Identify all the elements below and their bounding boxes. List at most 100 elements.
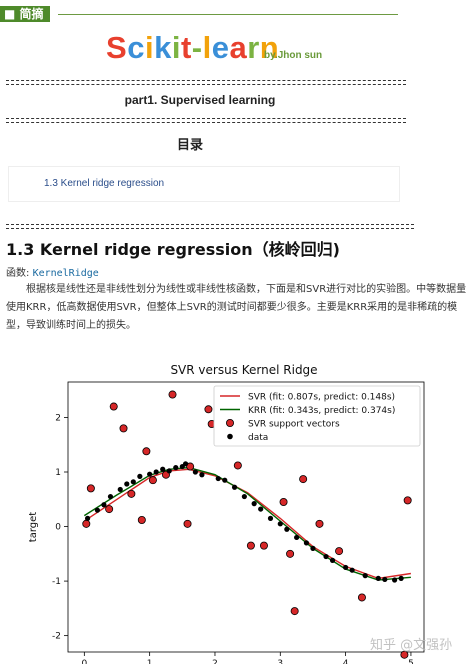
legend-label: SVR support vectors — [248, 420, 340, 430]
support-vector-point — [137, 515, 146, 524]
title-letter: k — [154, 30, 172, 65]
title-letter: l — [202, 30, 212, 65]
title-letter: a — [229, 30, 248, 65]
data-point — [303, 540, 310, 546]
data-point — [222, 477, 228, 483]
support-vector-point — [82, 519, 91, 528]
x-tick-label: 3 — [277, 659, 283, 664]
divider — [6, 80, 406, 81]
support-vector-point — [315, 519, 324, 528]
divider — [6, 118, 406, 119]
data-point — [258, 506, 264, 512]
function-link[interactable]: KernelRidge — [32, 268, 99, 279]
support-vector-point — [204, 405, 213, 414]
legend-box — [213, 385, 421, 447]
y-tick-label: -2 — [52, 632, 61, 642]
data-point — [182, 461, 189, 467]
part-heading: part1. Supervised learning — [124, 93, 276, 107]
data-point — [137, 473, 143, 479]
legend-swatch — [227, 433, 233, 440]
support-vector-point — [109, 402, 118, 411]
section-paragraph: 根据核是线性还是非线性划分为线性或非线性核函数，下面是和SVR进行对比的实验图。… — [6, 284, 467, 331]
title-letter: S — [106, 30, 128, 65]
data-point — [231, 484, 238, 490]
data-point — [130, 479, 136, 485]
data-point — [94, 507, 100, 513]
support-vector-point — [86, 484, 95, 493]
title-letter: - — [191, 30, 203, 65]
title-letter: t — [180, 30, 192, 65]
data-point — [382, 576, 388, 583]
bookmark-icon: ■ — [4, 7, 16, 21]
divider — [6, 122, 406, 123]
data-point — [199, 472, 205, 478]
x-tick-label: 1 — [147, 659, 153, 664]
chart-legend: SVR (fit: 0.807s, predict: 0.148s) KRR (f… — [213, 385, 421, 447]
legend-label: SVR (fit: 0.807s, predict: 0.148s) — [248, 393, 395, 403]
chart-title: SVR versus Kernel Ridge — [170, 363, 317, 377]
title-letter: r — [247, 30, 260, 65]
title-letter: e — [211, 30, 230, 65]
scatter-points — [82, 390, 412, 659]
support-vector-point — [186, 462, 195, 471]
y-tick-label: 1 — [55, 468, 61, 478]
data-point — [267, 515, 274, 521]
support-vector-point — [148, 476, 157, 485]
legend-label: data — [248, 433, 268, 443]
support-vector-point — [357, 593, 366, 602]
support-vector-point — [290, 607, 299, 616]
legend-swatch — [225, 419, 234, 428]
y-tick-label: 0 — [55, 523, 61, 533]
data-point — [277, 521, 283, 527]
support-vector-point — [119, 424, 128, 433]
data-point — [310, 545, 316, 551]
data-point — [284, 526, 290, 532]
axis-ticks: 0 1 2 3 4 5 -2 -1 0 1 2 — [52, 413, 414, 664]
divider — [6, 224, 414, 225]
data-point — [251, 501, 257, 507]
support-vector-point — [403, 496, 412, 505]
byline: by.Jhon sun — [264, 50, 323, 61]
section-tag-label: 简摘 — [19, 7, 44, 21]
support-vector-point — [168, 390, 177, 399]
support-vector-point — [183, 519, 192, 528]
data-point — [375, 575, 381, 581]
divider — [6, 228, 414, 229]
support-vector-point — [279, 497, 288, 506]
data-point — [124, 481, 130, 487]
title-letter: i — [171, 30, 181, 65]
data-point — [398, 575, 404, 581]
data-point — [241, 493, 247, 500]
watermark: 知乎 @文强孙 — [370, 638, 453, 653]
support-vector-point — [105, 505, 114, 514]
toc-box — [8, 166, 400, 202]
x-tick-label: 4 — [343, 659, 349, 664]
toc-link[interactable]: 1.3 Kernel ridge regression — [44, 178, 165, 189]
data-point — [153, 469, 159, 475]
data-point — [117, 486, 123, 493]
data-point — [215, 475, 221, 482]
data-point — [192, 469, 198, 475]
divider — [6, 84, 406, 85]
title-letter: i — [144, 30, 155, 65]
section-tag: ■ 简摘 — [0, 6, 50, 22]
support-vector-point — [142, 447, 151, 456]
section-heading: 1.3 Kernel ridge regression（核岭回归) — [6, 240, 340, 259]
support-vector-point — [233, 461, 242, 470]
data-point — [349, 567, 355, 573]
title-letter: c — [127, 30, 145, 65]
data-point — [392, 577, 398, 583]
x-tick-label: 2 — [212, 659, 218, 664]
title-letter: n — [259, 30, 280, 65]
support-vector-point — [299, 475, 308, 484]
legend-label: KRR (fit: 0.343s, predict: 0.374s) — [248, 406, 395, 416]
toc-title: 目录 — [176, 138, 203, 153]
tag-underline — [58, 14, 398, 15]
data-point — [160, 466, 166, 472]
data-point — [107, 493, 114, 500]
x-tick-label: 5 — [408, 659, 414, 664]
data-point — [329, 557, 336, 563]
support-vector-point — [400, 650, 409, 659]
data-point — [84, 515, 91, 521]
data-point — [362, 573, 368, 579]
